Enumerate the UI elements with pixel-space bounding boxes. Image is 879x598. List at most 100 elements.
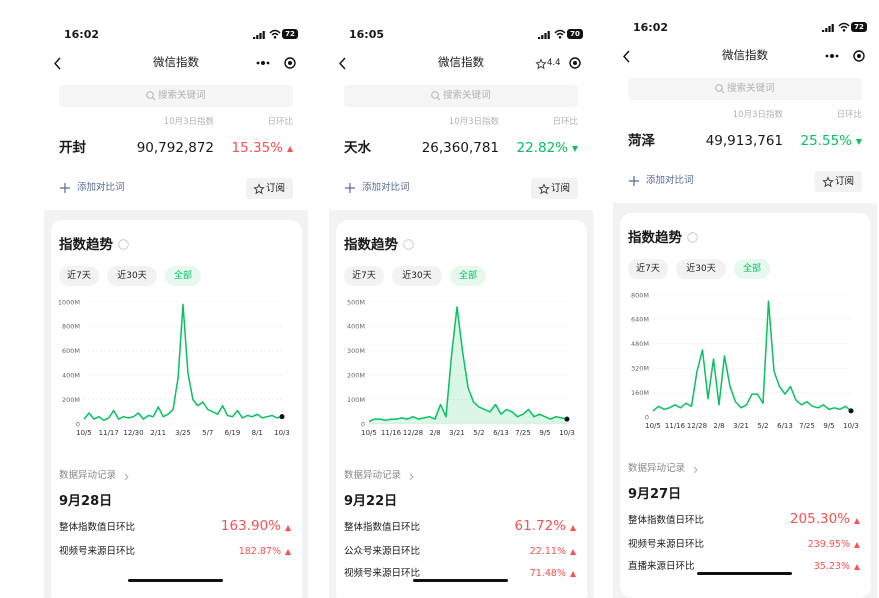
search-placeholder: 搜索关键词: [727, 83, 775, 94]
tab[interactable]: 近30天: [392, 266, 442, 286]
change-value: 22.82%: [516, 140, 568, 156]
x-tick-label: 2/8: [429, 429, 440, 437]
plus: [345, 183, 355, 193]
index-value: 49,913,761: [705, 133, 783, 149]
tab[interactable]: 近30天: [107, 266, 157, 286]
search-box[interactable]: 搜索关键词: [59, 85, 293, 107]
x-tick-label: 3/21: [733, 422, 749, 430]
y-tick-label: 500M: [347, 298, 365, 306]
target-ring: [853, 50, 865, 62]
latest-point: [279, 414, 285, 420]
tab[interactable]: 全部: [734, 259, 770, 279]
home-indicator: [413, 579, 508, 582]
signal-bar: [541, 35, 544, 39]
star-outline: [253, 182, 265, 194]
subscribe-button[interactable]: 订阅: [246, 178, 293, 199]
info-ring: [403, 239, 414, 250]
battery: 72: [851, 22, 867, 32]
subscribe-text: 订阅: [835, 175, 855, 187]
x-tick-label: 5/2: [757, 422, 768, 430]
status-time: 16:02: [64, 28, 100, 41]
target-button[interactable]: [569, 57, 581, 69]
add-compare[interactable]: 添加对比词: [77, 182, 125, 193]
back-button[interactable]: [623, 50, 631, 63]
search-lens: [715, 84, 723, 92]
x-tick-label: 10/3: [559, 429, 575, 437]
tab[interactable]: 全部: [165, 266, 201, 286]
date-label: 10月3日指数: [732, 110, 783, 120]
change-arrow: [856, 139, 862, 145]
anomaly-date: 9月22日: [344, 494, 398, 509]
x-tick-label: 10/3: [274, 429, 290, 437]
nav-title: 微信指数: [438, 55, 484, 69]
metric-label: 整体指数值日环比: [59, 522, 136, 533]
subscribe-button[interactable]: 订阅: [531, 178, 578, 199]
x-tick-label: 10/5: [645, 422, 661, 430]
add-compare[interactable]: 添加对比词: [362, 182, 410, 193]
metric-arrow: [570, 525, 576, 531]
signal-bar: [253, 37, 256, 39]
signal-icon: [822, 24, 834, 32]
anomaly-chevron: [124, 473, 129, 481]
target-button[interactable]: [284, 57, 296, 69]
nav-title: 微信指数: [153, 55, 199, 69]
wifi-arc: [554, 29, 566, 36]
metric-value: 22.11%: [529, 546, 566, 557]
wifi-dot: [273, 36, 277, 39]
trend-chart: 0 200M 400M 600M 800M 1000M 10/5 11/17 12/30 2/11…: [58, 298, 290, 437]
target-button[interactable]: [853, 50, 865, 62]
anomaly-link[interactable]: 数据异动记录: [59, 470, 117, 481]
nav-title: 微信指数: [722, 48, 768, 62]
tab[interactable]: 全部: [450, 266, 486, 286]
search-box[interactable]: 搜索关键词: [344, 85, 578, 107]
search-handle: [437, 97, 441, 101]
x-tick-label: 2/11: [150, 429, 166, 437]
more-dot: [266, 61, 270, 65]
subscribe-text: 订阅: [551, 182, 571, 194]
back-button[interactable]: [339, 57, 347, 70]
anomaly-link[interactable]: 数据异动记录: [628, 463, 686, 474]
search-icon: [715, 84, 725, 94]
more-dot: [261, 61, 265, 65]
plus: [60, 183, 70, 193]
rating[interactable]: 4.4: [547, 58, 561, 68]
wifi-icon: [554, 29, 566, 39]
back-button[interactable]: [54, 57, 62, 70]
plus-icon[interactable]: [345, 183, 355, 193]
plus-icon[interactable]: [629, 176, 639, 186]
search-icon: [146, 91, 156, 101]
metric-arrow: [854, 518, 860, 524]
subscribe-button[interactable]: 订阅: [815, 171, 862, 192]
anomaly-link[interactable]: 数据异动记录: [344, 470, 402, 481]
y-tick-label: 200M: [62, 396, 80, 404]
tab[interactable]: 近7天: [628, 259, 668, 279]
change-label: 日环比: [836, 110, 862, 120]
star-outline: [822, 175, 834, 187]
tab[interactable]: 近7天: [344, 266, 384, 286]
latest-point: [848, 408, 854, 414]
y-tick-label: 400M: [62, 372, 80, 380]
x-tick-label: 6/13: [777, 422, 793, 430]
y-tick-label: 480M: [631, 340, 649, 348]
x-tick-label: 10/5: [361, 429, 377, 437]
tab[interactable]: 近7天: [59, 266, 99, 286]
metric-value: 35.23%: [813, 561, 850, 572]
more-button[interactable]: [820, 50, 844, 62]
wifi-arc: [269, 29, 281, 36]
more-button[interactable]: [251, 57, 275, 69]
trend-card: 指数趋势 近7天 近30天 全部 0 200M 400M 600M 800M 1000M 10/5 1…: [51, 220, 302, 598]
tab[interactable]: 近30天: [676, 259, 726, 279]
add-compare[interactable]: 添加对比词: [646, 175, 694, 186]
search-box[interactable]: 搜索关键词: [628, 78, 862, 100]
phone-screen: 16:02 72 微信指数 搜索关键词 10月3日指数 日环比 开封 90,792,872 15…: [44, 0, 308, 598]
change-label: 日环比: [552, 117, 578, 127]
metric-value: 205.30%: [789, 511, 850, 527]
plus-icon[interactable]: [60, 183, 70, 193]
x-tick-label: 9/5: [823, 422, 834, 430]
signal-bar: [256, 35, 259, 39]
date-label: 10月3日指数: [163, 117, 214, 127]
target-dot: [573, 61, 577, 65]
trend-card: 指数趋势 近7天 近30天 全部 0 100M 200M 300M 400M 500M 10/5 11…: [336, 220, 587, 598]
search-placeholder: 搜索关键词: [443, 90, 491, 101]
